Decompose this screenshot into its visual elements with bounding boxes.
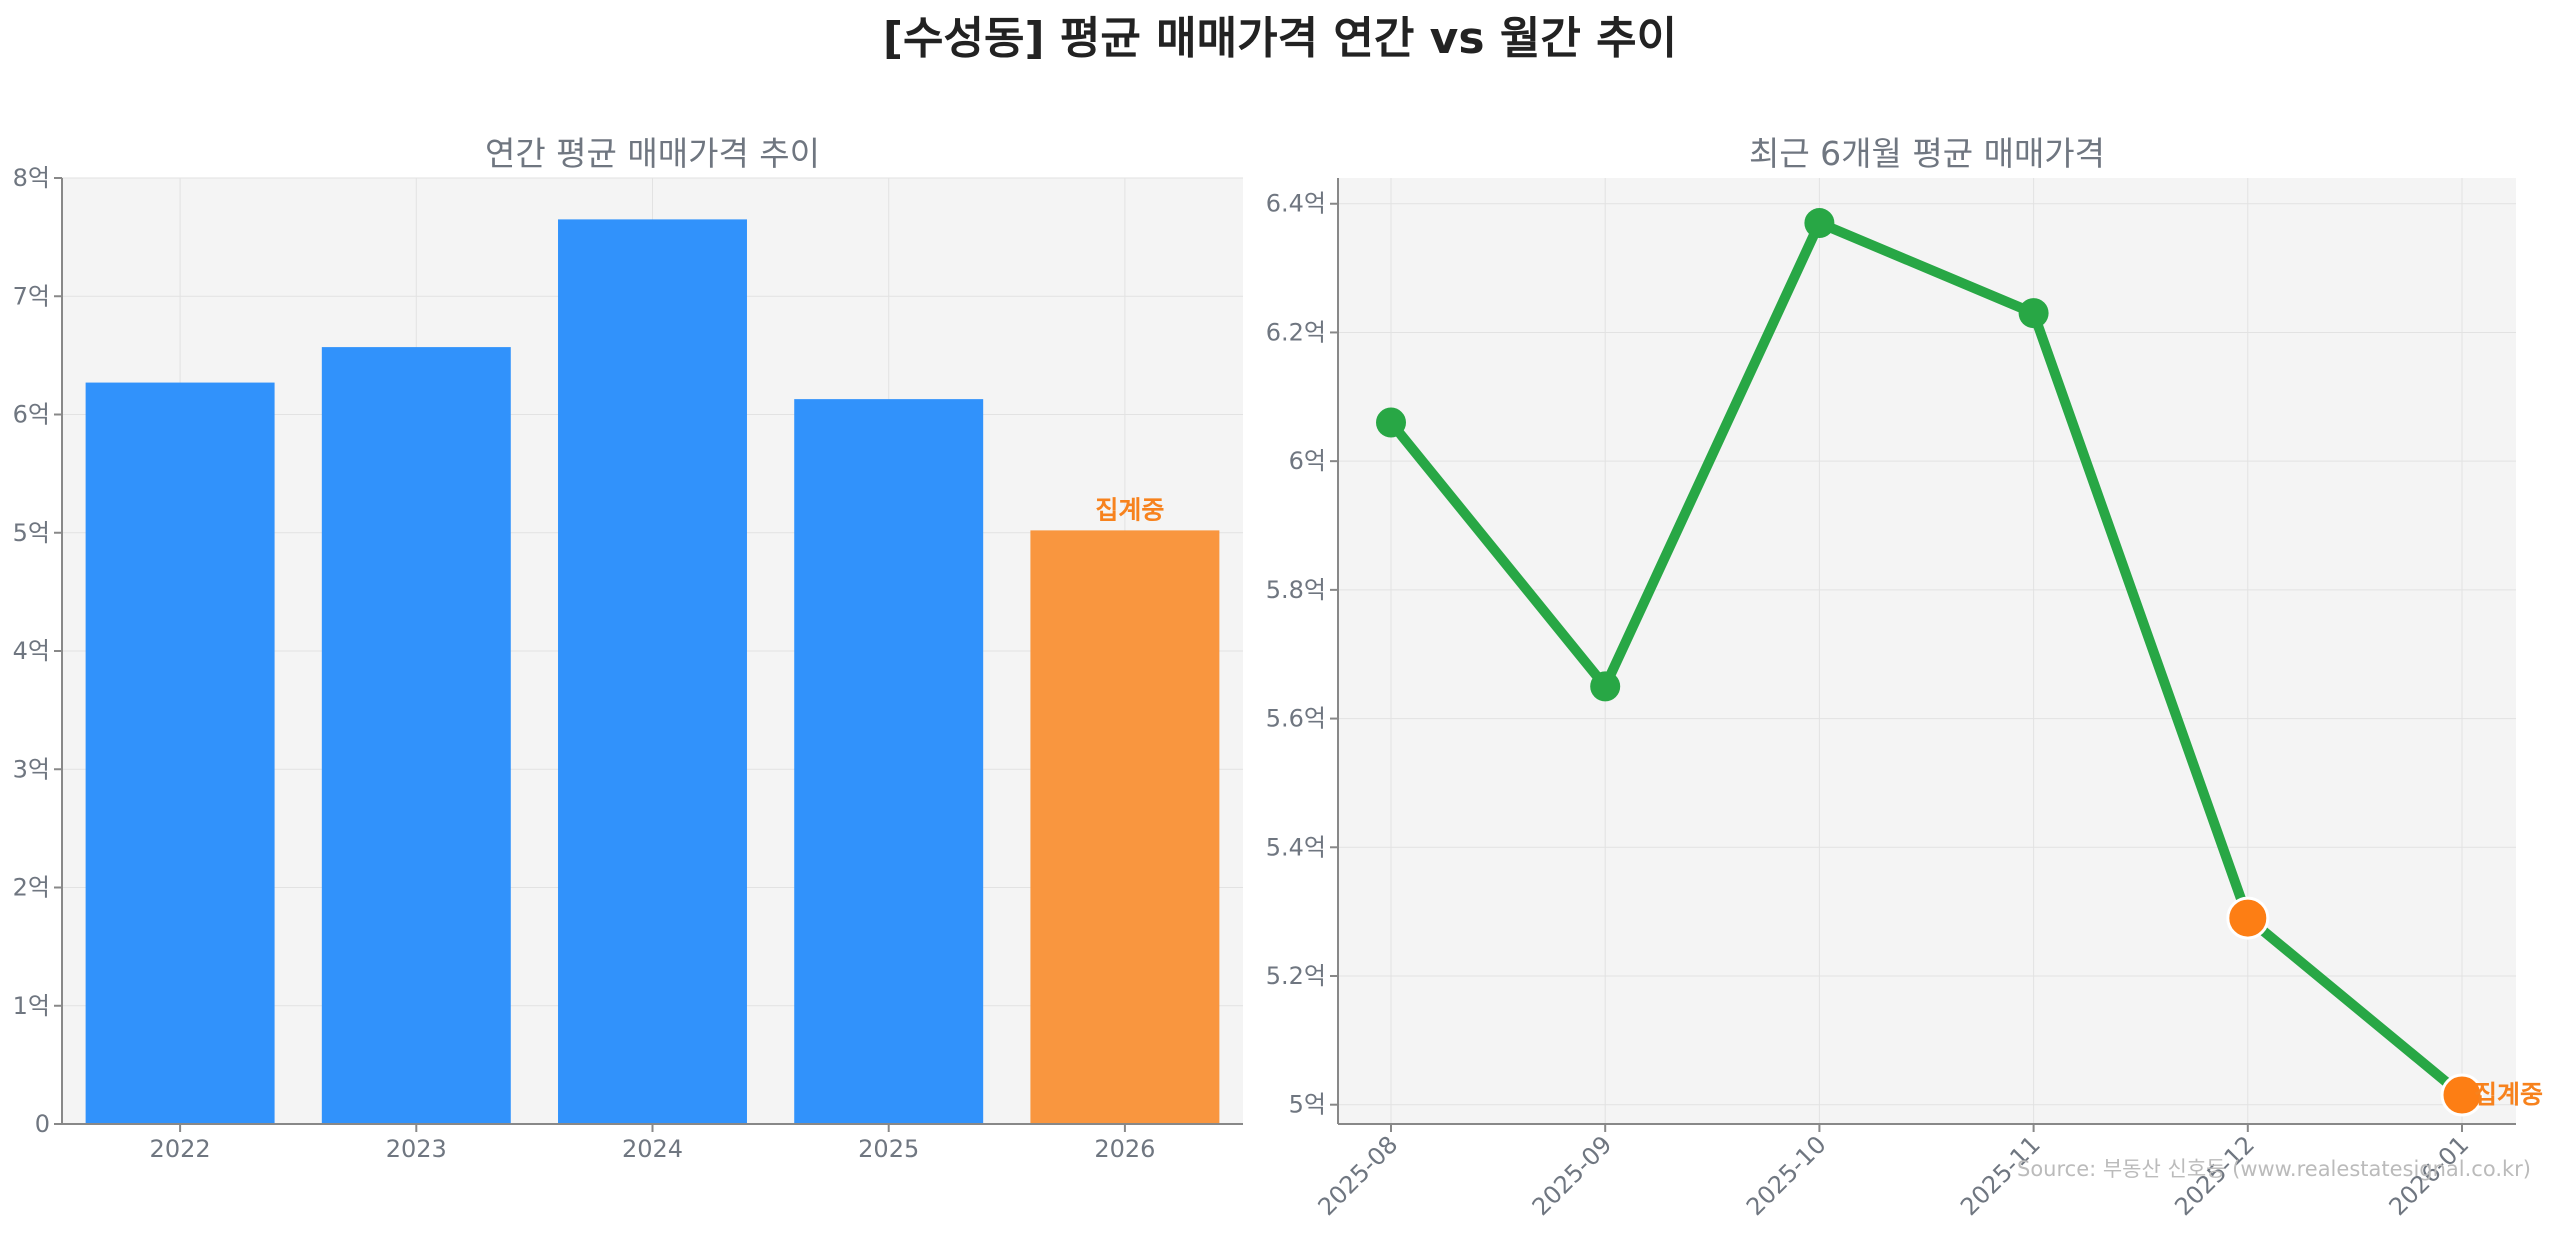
line-point — [1804, 208, 1835, 239]
line-x-tick-label: 2025-10 — [1741, 1130, 1832, 1221]
line-y-tick-label: 6억 — [1289, 447, 1326, 475]
bar-2022 — [85, 382, 275, 1124]
bar-2024 — [558, 219, 747, 1124]
bar-2023 — [321, 347, 511, 1124]
line-y-tick-label: 5억 — [1289, 1091, 1326, 1119]
bar-2026-partial — [1030, 530, 1220, 1124]
bar-y-tick-label: 5억 — [13, 519, 50, 547]
bar-y-tick-label: 1억 — [13, 992, 50, 1020]
bar-partial-label: 집계중 — [1095, 495, 1164, 524]
line-grid — [1338, 178, 2516, 1124]
chart-main-title: [수성동] 평균 매매가격 연간 vs 월간 추이 — [882, 13, 1678, 64]
bar-y-tick-label: 2억 — [13, 874, 50, 902]
bar-chart-title: 연간 평균 매매가격 추이 — [485, 134, 820, 173]
bar-2025 — [794, 399, 984, 1124]
line-y-tick-label: 5.6억 — [1266, 705, 1326, 733]
line-point-partial — [2226, 896, 2270, 940]
line-point — [2018, 298, 2049, 329]
line-point-partial — [2440, 1073, 2484, 1117]
monthly-line-chart: 집계중 5억 5.2억 5.4억 5.6억 5.8억 6억 6.2억 6.4억 2025-08 2… — [1266, 134, 2543, 1221]
line-plot-area — [1338, 178, 2516, 1124]
line-series: 집계중 — [1376, 208, 2543, 1117]
line-y-tick-label: 6.4억 — [1266, 190, 1326, 218]
bar-axes: 0 1억 2억 3억 4억 5억 6억 7억 8억 2022 2023 2024 2025 2026 — [13, 164, 1243, 1163]
bar-y-tick-label: 6억 — [13, 401, 50, 429]
bar-x-tick-label: 2025 — [858, 1135, 919, 1163]
bar-x-tick-label: 2023 — [386, 1135, 447, 1163]
bar-y-tick-label: 8억 — [13, 164, 50, 192]
annual-bar-chart: 집계중 0 1억 2억 3억 4억 5억 6억 7억 8억 2022 2023 2024 2025 202… — [13, 134, 1243, 1163]
line-y-tick-label: 5.4억 — [1266, 833, 1326, 861]
line-x-tick-label: 2025-08 — [1313, 1130, 1404, 1221]
line-y-tick-label: 5.8억 — [1266, 576, 1326, 604]
line-partial-label: 집계중 — [2474, 1080, 2543, 1109]
bar-series: 집계중 — [85, 219, 1220, 1124]
bar-y-tick-label: 7억 — [13, 282, 50, 310]
bar-x-tick-label: 2024 — [622, 1135, 683, 1163]
line-y-tick-label: 5.2억 — [1266, 962, 1326, 990]
bar-x-tick-label: 2026 — [1094, 1135, 1155, 1163]
line-series-path — [1386, 218, 2467, 1100]
line-x-tick-label: 2025-09 — [1527, 1130, 1618, 1221]
bar-y-tick-label: 0 — [35, 1110, 50, 1138]
bar-y-tick-label: 3억 — [13, 755, 50, 783]
line-point — [1376, 407, 1406, 438]
line-chart-title: 최근 6개월 평균 매매가격 — [1749, 134, 2105, 173]
source-note: Source: 부동산 신호등 (www.realestatesignal.co… — [2017, 1157, 2531, 1181]
line-point — [1590, 671, 1621, 702]
bar-y-tick-label: 4억 — [13, 637, 50, 665]
line-y-tick-label: 6.2억 — [1266, 318, 1326, 346]
bar-x-tick-label: 2022 — [150, 1135, 211, 1163]
